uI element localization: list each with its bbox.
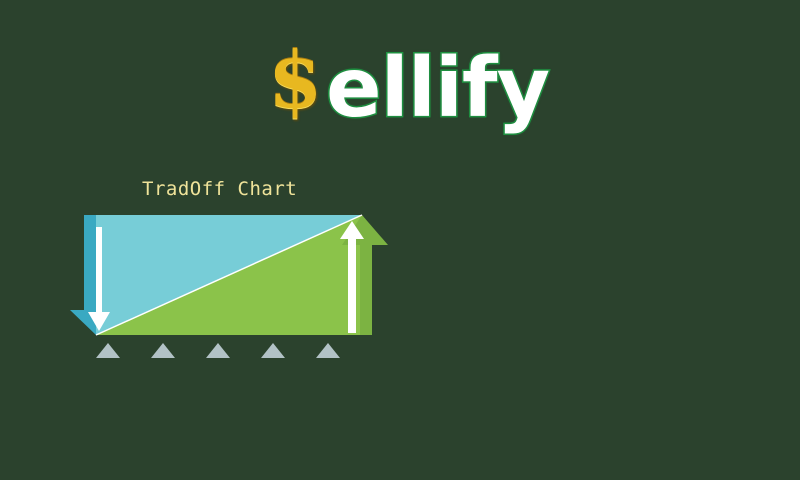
triangle-icon bbox=[206, 343, 230, 358]
triangle-icon bbox=[151, 343, 175, 358]
triangle-icon bbox=[96, 343, 120, 358]
down-arrow-icon bbox=[70, 215, 96, 335]
triangle-icon bbox=[316, 343, 340, 358]
green-panel bbox=[96, 215, 372, 335]
tradeoff-chart bbox=[70, 214, 388, 358]
chart-title: TradOff Chart bbox=[142, 178, 298, 200]
white-down-arrow bbox=[88, 227, 110, 331]
logo-dollar-sign: $ bbox=[268, 35, 323, 126]
diagonal-divider bbox=[95, 214, 363, 336]
triangle-icon bbox=[261, 343, 285, 358]
logo-wordmark: ellify bbox=[324, 41, 551, 136]
app-logo: $ ellify bbox=[268, 35, 552, 152]
white-up-arrow bbox=[340, 221, 364, 333]
